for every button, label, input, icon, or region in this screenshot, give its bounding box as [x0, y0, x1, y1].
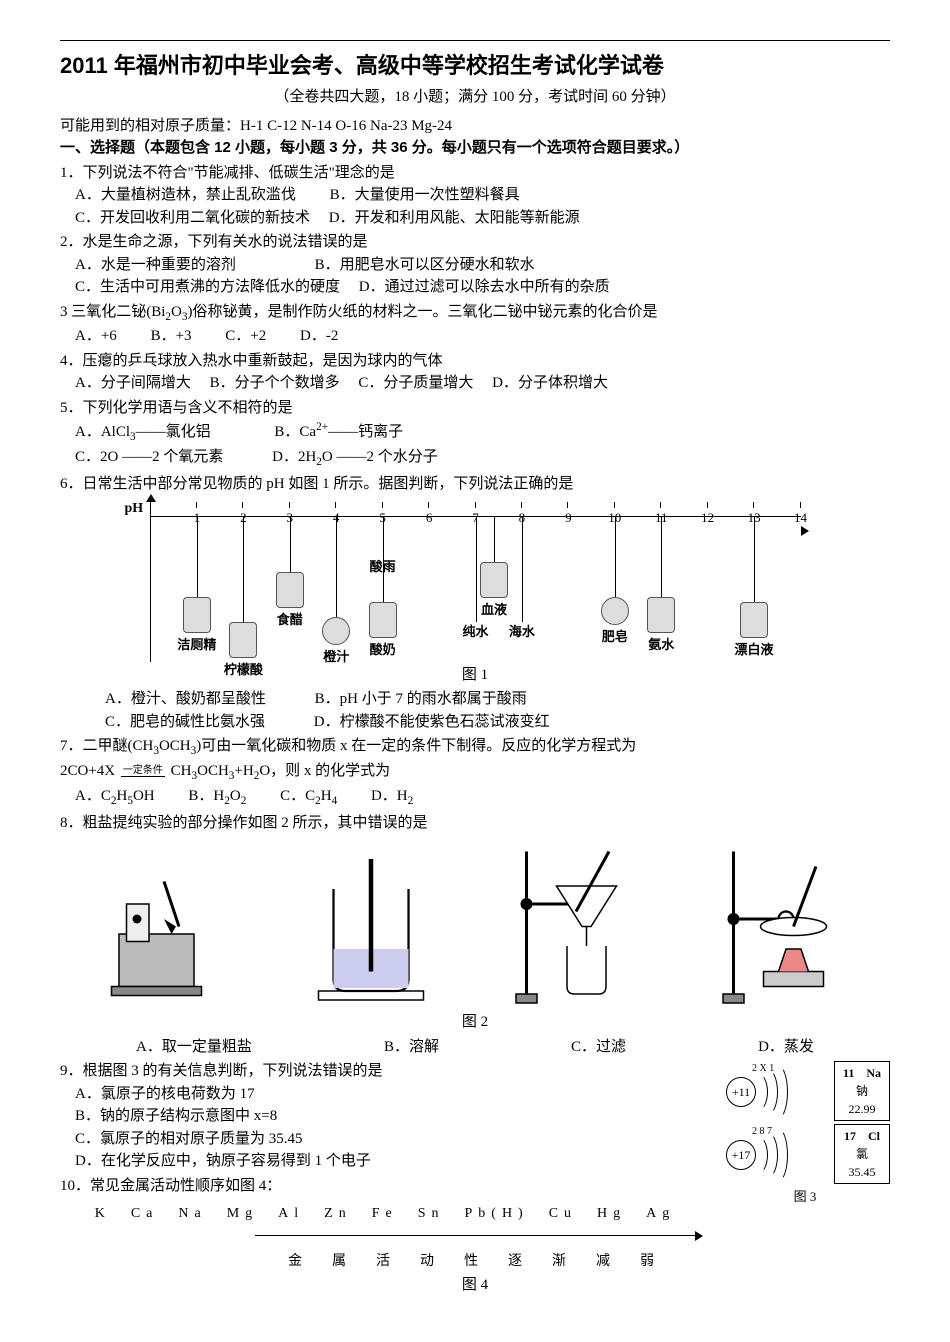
q8-stem: 8．粗盐提纯实验的部分操作如图 2 所示，其中错误的是	[60, 812, 890, 835]
activity-desc: 金 属 活 动 性 逐 渐 减 弱	[60, 1251, 890, 1272]
q1-opt-a: A．大量植树造林，禁止乱砍滥伐	[75, 187, 296, 203]
q1-opt-b: B．大量使用一次性塑料餐具	[330, 187, 520, 203]
q1-stem: 1．下列说法不符合"节能减排、低碳生活"理念的是	[60, 162, 890, 185]
na-element-box: 11 Na 钠 22.99	[834, 1061, 890, 1121]
na-atom-diagram: +11 2 X 1	[720, 1063, 786, 1119]
fig2-row	[60, 844, 890, 1009]
q6-opt-c: C．肥皂的碱性比氨水强	[105, 714, 265, 730]
fig2-a	[89, 844, 239, 1009]
ph-item: 漂白液	[734, 602, 774, 660]
q3-opt-c: C．+2	[225, 328, 266, 344]
q2-opt-b: B．用肥皂水可以区分硬水和软水	[315, 257, 535, 273]
fig3-box: +11 2 X 1 11 Na 钠 22.99 +17 2 8 7 17 Cl …	[720, 1058, 890, 1207]
fig2-caption: 图 2	[60, 1011, 890, 1034]
q4-stem: 4．压瘪的乒乓球放入热水中重新鼓起，是因为球内的气体	[60, 350, 890, 373]
q7-opt-d: D．H2	[371, 788, 413, 804]
q2-opt-c: C．生活中可用煮沸的方法降低水的硬度	[75, 279, 340, 295]
ph-item: 纯水	[456, 622, 496, 642]
ph-item: 食醋	[270, 572, 310, 630]
ph-item: 酸奶	[363, 602, 403, 660]
q7-line1: 7．二甲醚(CH3OCH3)可由一氧化碳和物质 x 在一定的条件下制得。反应的化…	[60, 735, 890, 760]
q5-opt-d: D．2H2O ——2 个水分子	[272, 449, 438, 465]
question-5: 5．下列化学用语与含义不相符的是 A．AlCl3——氯化铝 B．Ca2+——钙离…	[60, 397, 890, 471]
atomic-mass-line: 可能用到的相对原子质量：H-1 C-12 N-14 O-16 Na-23 Mg-…	[60, 115, 890, 138]
q7-line2: 2CO+4X 一定条件 CH3OCH3+H2O，则 x 的化学式为	[60, 760, 890, 785]
question-8: 8．粗盐提纯实验的部分操作如图 2 所示，其中错误的是	[60, 812, 890, 835]
q5-opt-a: A．AlCl3——氯化铝	[75, 424, 211, 440]
question-7: 7．二甲醚(CH3OCH3)可由一氧化碳和物质 x 在一定的条件下制得。反应的化…	[60, 735, 890, 810]
ph-tick: 6	[419, 508, 439, 528]
question-3: 3 三氧化二铋(Bi2O3)俗称铋黄，是制作防火纸的材料之一。三氧化二铋中铋元素…	[60, 301, 890, 348]
cl-atom-diagram: +17 2 8 7	[720, 1126, 786, 1182]
q5-stem: 5．下列化学用语与含义不相符的是	[60, 397, 890, 420]
section-heading: 一、选择题（本题包含 12 小题，每小题 3 分，共 36 分。每小题只有一个选…	[60, 137, 890, 160]
ph-item: 洁厕精	[177, 597, 217, 655]
q6-stem: 6．日常生活中部分常见物质的 pH 如图 1 所示。据图判断，下列说法正确的是	[60, 473, 890, 496]
q8-opt-c: C．过滤	[571, 1036, 626, 1059]
q8-opt-d: D．蒸发	[758, 1036, 814, 1059]
ph-tick: 12	[698, 508, 718, 528]
q3-stem: 3 三氧化二铋(Bi2O3)俗称铋黄，是制作防火纸的材料之一。三氧化二铋中铋元素…	[60, 304, 658, 320]
q7-opt-b: B．H2O2	[188, 788, 246, 804]
ph-item: 氨水	[641, 597, 681, 655]
divider	[60, 40, 890, 41]
q6-opt-b: B．pH 小于 7 的雨水都属于酸雨	[315, 691, 527, 707]
fig3-caption: 图 3	[720, 1187, 890, 1207]
ph-tick: 14	[791, 508, 811, 528]
q3-opt-d: D．-2	[300, 328, 338, 344]
q5-opt-c: C．2O ——2 个氧元素	[75, 449, 223, 465]
q8-opt-b: B．溶解	[384, 1036, 439, 1059]
fig4-caption: 图 4	[60, 1274, 890, 1297]
q4-opt-d: D．分子体积增大	[492, 375, 608, 391]
q3-opt-b: B．+3	[151, 328, 192, 344]
activity-arrow	[255, 1235, 695, 1236]
ph-item: 血液	[474, 562, 514, 620]
q6-opt-d: D．柠檬酸不能使紫色石蕊试液变红	[314, 714, 550, 730]
q1-opt-c: C．开发回收利用二氧化碳的新技术	[75, 210, 310, 226]
q4-opt-b: B．分子个个数增多	[210, 375, 340, 391]
q4-opt-a: A．分子间隔增大	[75, 375, 191, 391]
question-2: 2．水是生命之源，下列有关水的说法错误的是 A．水是一种重要的溶剂 B．用肥皂水…	[60, 231, 890, 299]
fig2-c	[504, 844, 654, 1009]
ph-item: 海水	[502, 622, 542, 642]
ph-axis-label: pH	[125, 498, 144, 519]
ph-item: 肥皂	[595, 597, 635, 647]
q2-opt-d: D．通过过滤可以除去水中所有的杂质	[359, 279, 610, 295]
q7-opt-a: A．C2H5OH	[75, 788, 155, 804]
q2-stem: 2．水是生命之源，下列有关水的说法错误的是	[60, 231, 890, 254]
q7-opt-c: C．C2H4	[280, 788, 337, 804]
q3-opt-a: A．+6	[75, 328, 117, 344]
cl-element-box: 17 Cl 氯 35.45	[834, 1124, 890, 1184]
page-title: 2011 年福州市初中毕业会考、高级中等学校招生考试化学试卷	[60, 49, 890, 82]
q8-opt-a: A．取一定量粗盐	[136, 1036, 252, 1059]
fig1-caption: 图 1	[60, 664, 890, 687]
ph-chart: pH 1234567891011121314 洁厕精柠檬酸食醋橙汁酸雨酸奶纯水血…	[150, 502, 801, 662]
q4-opt-c: C．分子质量增大	[358, 375, 473, 391]
ph-tick: 9	[558, 508, 578, 528]
q5-opt-b: B．Ca2+——钙离子	[274, 424, 403, 440]
fig2-b	[296, 844, 446, 1009]
q6-opt-a: A．橙汁、酸奶都呈酸性	[105, 691, 266, 707]
question-6: 6．日常生活中部分常见物质的 pH 如图 1 所示。据图判断，下列说法正确的是	[60, 473, 890, 496]
q2-opt-a: A．水是一种重要的溶剂	[75, 257, 236, 273]
question-4: 4．压瘪的乒乓球放入热水中重新鼓起，是因为球内的气体 A．分子间隔增大 B．分子…	[60, 350, 890, 395]
fig2-d	[711, 844, 861, 1009]
ph-item: 柠檬酸	[223, 622, 263, 680]
q1-opt-d: D．开发和利用风能、太阳能等新能源	[329, 210, 580, 226]
ph-item: 橙汁	[316, 617, 356, 667]
exam-info: （全卷共四大题，18 小题；满分 100 分，考试时间 60 分钟）	[60, 86, 890, 109]
question-1: 1．下列说法不符合"节能减排、低碳生活"理念的是 A．大量植树造林，禁止乱砍滥伐…	[60, 162, 890, 230]
